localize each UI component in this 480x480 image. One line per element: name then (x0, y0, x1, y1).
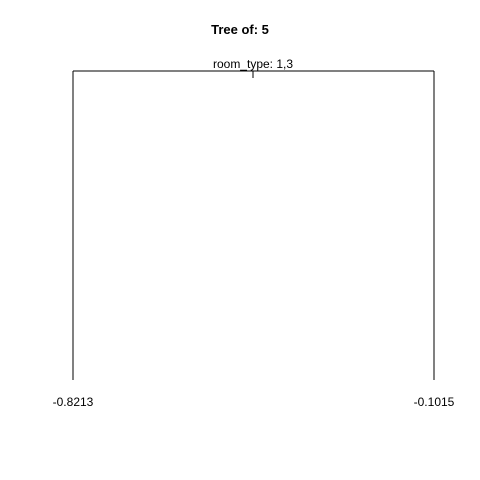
plot-title: Tree of: 5 (211, 22, 269, 37)
leaf-label-right: -0.1015 (414, 395, 455, 409)
split-label: room_type: 1,3 (213, 57, 293, 71)
leaf-label-left: -0.8213 (53, 395, 94, 409)
